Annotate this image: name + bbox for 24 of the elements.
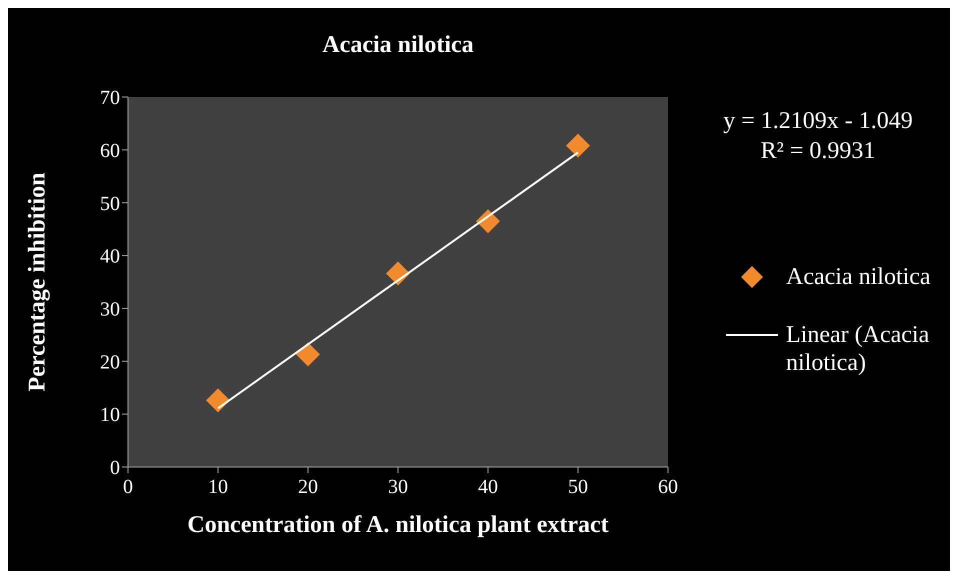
text: y = 1.2109x - 1.049 — [723, 108, 913, 134]
chart-title: Acacia nilotica — [321, 32, 475, 59]
y-tick-label: 50 — [100, 192, 120, 215]
legend-label: Acacia nilotica — [786, 263, 931, 291]
point — [296, 342, 320, 366]
x-tick-label: 30 — [388, 476, 408, 498]
x-tick-label: 50 — [568, 476, 588, 498]
x-tick-label: 60 — [658, 476, 678, 498]
x-tick-label: 10 — [208, 476, 228, 498]
y-tick-label: 40 — [100, 246, 120, 268]
y-tick-label: 10 — [100, 404, 120, 426]
y-tick-label: 30 — [100, 298, 120, 321]
y-tick-label: 60 — [100, 140, 120, 162]
y-axis-title: Percentage inhibition — [24, 172, 51, 392]
y-tick-label: 70 — [100, 87, 120, 110]
y-tick-label: 20 — [100, 351, 120, 374]
point — [566, 134, 590, 158]
x-tick-label: 40 — [478, 476, 498, 498]
x-tick-label: 20 — [298, 476, 318, 498]
y-tick-label: 0 — [110, 457, 120, 480]
point — [206, 388, 230, 412]
x-axis-title: Concentration of A. nilotica plant extract — [187, 512, 609, 538]
legend-label: Linear (Acacia nilotica) — [786, 321, 930, 377]
text: R² = 0.9931 — [760, 138, 876, 164]
